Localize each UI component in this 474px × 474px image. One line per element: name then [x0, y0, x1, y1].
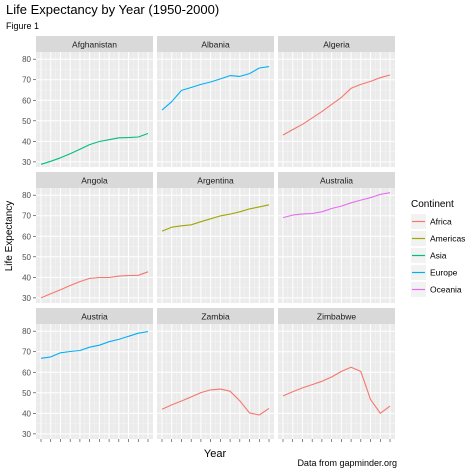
panel-strip-label: Australia [320, 176, 353, 186]
legend-items: Africa Americas Asia Europe Oceania [411, 214, 465, 297]
panel-strip [157, 36, 274, 52]
y-tick-label: 30 [22, 430, 31, 439]
panel-strip-label: Afghanistan [72, 40, 117, 50]
series-line-zimbabwe [282, 366, 391, 414]
panel-strip [36, 172, 153, 188]
legend-item-americas: Americas [411, 231, 465, 246]
y-tick-label: 50 [22, 253, 31, 262]
series-line-afghanistan [40, 132, 149, 165]
y-tick-label: 60 [22, 96, 31, 105]
panel-strip [278, 36, 395, 52]
panel-strip [278, 172, 395, 188]
panel-strip-label: Zambia [201, 312, 230, 322]
x-axis-label: Year [204, 448, 227, 460]
series-line-angola [40, 271, 149, 299]
legend-item-oceania: Oceania [411, 282, 462, 297]
panel-afghanistan: Afghanistan 30 40 50 60 70 80 [22, 36, 153, 167]
panel-strip [157, 308, 274, 324]
panel-austria: Austria 30 40 50 60 70 80 [22, 308, 153, 442]
panel-strip-label: Algeria [323, 40, 350, 50]
y-tick-label: 70 [22, 212, 31, 221]
y-tick-label: 70 [22, 348, 31, 357]
panel-strip [36, 36, 153, 52]
panel-zimbabwe: Zimbabwe [278, 308, 395, 442]
panel-strip [36, 308, 153, 324]
series-line-austria [40, 331, 149, 359]
panel-strip-label: Albania [201, 40, 230, 50]
legend-title: Continent [411, 199, 454, 210]
panel-strip [157, 172, 274, 188]
y-tick-label: 30 [22, 158, 31, 167]
y-tick-label: 60 [22, 232, 31, 241]
panel-argentina: Argentina [157, 172, 274, 303]
legend: Continent Africa Americas Asia Europe Oceani… [411, 199, 465, 297]
panel-australia: Australia [278, 172, 395, 303]
y-tick-label: 40 [22, 409, 31, 418]
panel-strip [278, 308, 395, 324]
y-tick-label: 30 [22, 294, 31, 303]
y-tick-label: 60 [22, 368, 31, 377]
facet-panels: Afghanistan 30 40 50 60 70 80 Albania Algeria Ang… [22, 36, 395, 442]
chart-subtitle: Figure 1 [6, 21, 39, 31]
series-line-australia [282, 192, 391, 219]
y-tick-label: 80 [22, 55, 31, 64]
legend-item-europe: Europe [411, 265, 458, 280]
panel-strip-label: Austria [81, 312, 108, 322]
y-tick-label: 40 [22, 137, 31, 146]
legend-label: Oceania [430, 285, 462, 295]
series-line-algeria [282, 74, 391, 136]
series-line-zambia [161, 388, 270, 416]
panel-albania: Albania [157, 36, 274, 167]
chart-title: Life Expectancy by Year (1950-2000) [6, 2, 219, 17]
y-tick-label: 40 [22, 273, 31, 282]
y-tick-label: 50 [22, 389, 31, 398]
y-tick-label: 80 [22, 191, 31, 200]
series-line-argentina [161, 204, 270, 232]
y-axis-label: Life Expectancy [4, 201, 15, 272]
series-line-albania [161, 66, 270, 111]
legend-label: Americas [430, 234, 465, 244]
caption: Data from gapminder.org [297, 458, 397, 468]
y-tick-label: 70 [22, 76, 31, 85]
y-tick-label: 50 [22, 117, 31, 126]
legend-label: Asia [430, 251, 447, 261]
panel-strip-label: Argentina [197, 176, 234, 186]
panel-algeria: Algeria [278, 36, 395, 167]
panel-strip-label: Angola [81, 176, 108, 186]
panel-angola: Angola 30 40 50 60 70 80 [22, 172, 153, 303]
panel-zambia: Zambia [157, 308, 274, 442]
legend-label: Africa [430, 217, 452, 227]
legend-label: Europe [430, 268, 458, 278]
panel-strip-label: Zimbabwe [317, 312, 356, 322]
legend-item-africa: Africa [411, 214, 452, 229]
legend-item-asia: Asia [411, 248, 447, 263]
y-tick-label: 80 [22, 327, 31, 336]
